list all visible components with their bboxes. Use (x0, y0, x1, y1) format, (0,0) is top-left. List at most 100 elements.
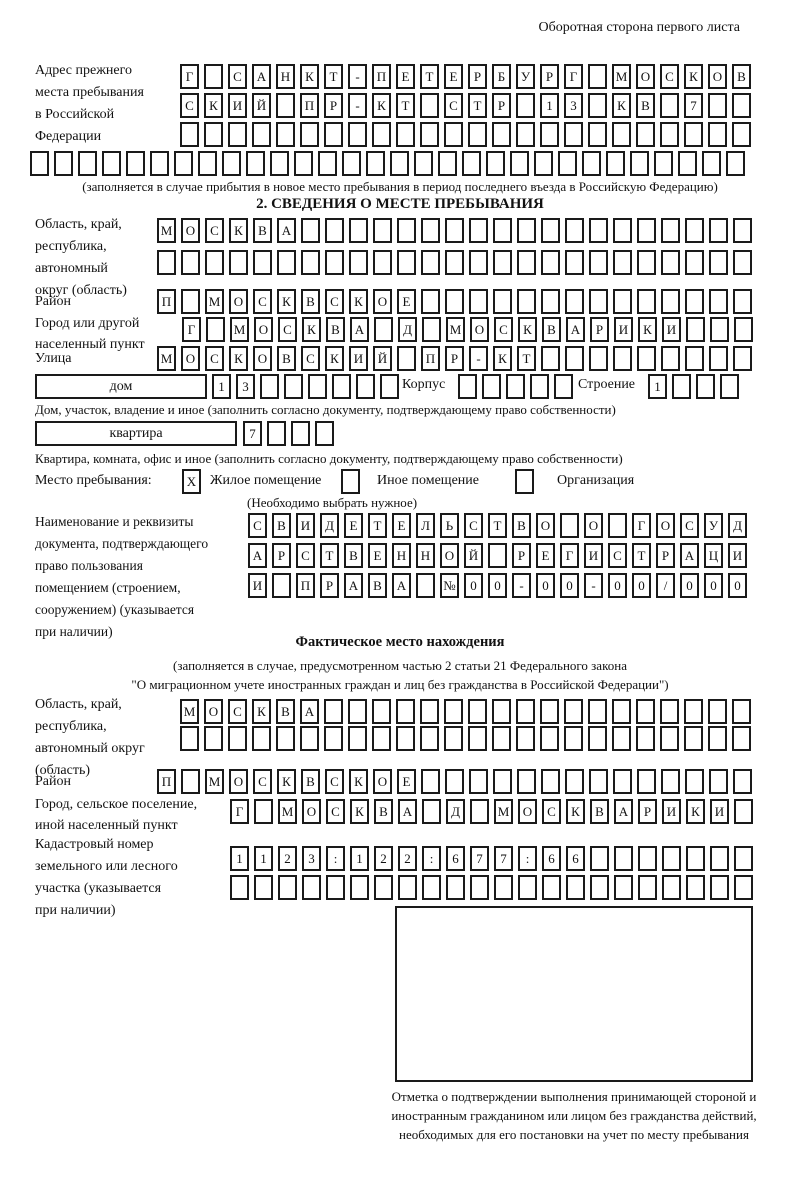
char-box[interactable]: О (636, 64, 655, 89)
char-box[interactable]: Р (638, 799, 657, 824)
char-box[interactable] (686, 875, 705, 900)
char-box[interactable]: С (325, 769, 344, 794)
char-box[interactable] (284, 374, 303, 399)
char-box[interactable]: О (470, 317, 489, 342)
char-box[interactable]: М (180, 699, 199, 724)
char-box[interactable]: С (325, 289, 344, 314)
char-box[interactable] (294, 151, 313, 176)
char-box[interactable] (733, 346, 752, 371)
char-box[interactable]: П (296, 573, 315, 598)
char-box[interactable] (588, 699, 607, 724)
char-box[interactable] (276, 93, 295, 118)
char-box[interactable] (734, 875, 753, 900)
char-box[interactable] (206, 317, 225, 342)
checkbox-organization[interactable] (515, 469, 534, 494)
char-box[interactable] (54, 151, 73, 176)
char-box[interactable] (541, 346, 560, 371)
char-box[interactable] (554, 374, 573, 399)
char-box[interactable]: С (248, 513, 267, 538)
char-box[interactable] (397, 346, 416, 371)
char-box[interactable] (246, 151, 265, 176)
char-box[interactable]: Н (416, 543, 435, 568)
char-box[interactable] (277, 250, 296, 275)
char-box[interactable] (444, 726, 463, 751)
char-box[interactable] (685, 250, 704, 275)
char-box[interactable]: Д (728, 513, 747, 538)
char-box[interactable] (252, 726, 271, 751)
char-box[interactable]: О (181, 218, 200, 243)
char-box[interactable] (560, 513, 579, 538)
char-box[interactable]: И (349, 346, 368, 371)
char-box[interactable]: Г (560, 543, 579, 568)
char-box[interactable]: 7 (494, 846, 513, 871)
char-box[interactable] (661, 769, 680, 794)
char-box[interactable] (517, 250, 536, 275)
char-box[interactable]: О (518, 799, 537, 824)
char-box[interactable]: О (229, 289, 248, 314)
char-box[interactable] (348, 726, 367, 751)
char-box[interactable] (390, 151, 409, 176)
char-box[interactable] (308, 374, 327, 399)
char-box[interactable]: С (180, 93, 199, 118)
char-box[interactable]: С (253, 769, 272, 794)
char-box[interactable]: О (302, 799, 321, 824)
char-box[interactable]: М (446, 317, 465, 342)
char-box[interactable] (254, 875, 273, 900)
char-box[interactable]: Т (368, 513, 387, 538)
char-box[interactable]: П (157, 769, 176, 794)
char-box[interactable] (228, 122, 247, 147)
char-box[interactable]: О (204, 699, 223, 724)
char-box[interactable] (270, 151, 289, 176)
char-box[interactable] (373, 250, 392, 275)
char-box[interactable] (709, 250, 728, 275)
char-box[interactable]: 7 (243, 421, 262, 446)
char-box[interactable]: У (516, 64, 535, 89)
char-box[interactable]: 0 (464, 573, 483, 598)
char-box[interactable]: М (157, 218, 176, 243)
char-box[interactable] (482, 374, 501, 399)
char-box[interactable] (589, 769, 608, 794)
char-box[interactable] (613, 769, 632, 794)
char-box[interactable]: 0 (560, 573, 579, 598)
char-box[interactable] (422, 317, 441, 342)
char-box[interactable] (661, 250, 680, 275)
char-box[interactable]: Ц (704, 543, 723, 568)
char-box[interactable] (301, 250, 320, 275)
char-box[interactable] (518, 875, 537, 900)
char-box[interactable] (564, 726, 583, 751)
char-box[interactable] (732, 93, 751, 118)
char-box[interactable]: Т (320, 543, 339, 568)
char-box[interactable] (315, 421, 334, 446)
char-box[interactable]: В (636, 93, 655, 118)
char-box[interactable] (422, 799, 441, 824)
char-box[interactable]: Е (397, 769, 416, 794)
char-box[interactable] (720, 374, 739, 399)
char-box[interactable] (150, 151, 169, 176)
char-box[interactable]: К (229, 346, 248, 371)
char-box[interactable]: Р (512, 543, 531, 568)
char-box[interactable] (636, 726, 655, 751)
char-box[interactable]: 0 (536, 573, 555, 598)
char-box[interactable]: 0 (488, 573, 507, 598)
char-box[interactable]: М (157, 346, 176, 371)
char-box[interactable] (686, 846, 705, 871)
char-box[interactable] (566, 875, 585, 900)
char-box[interactable] (541, 769, 560, 794)
char-box[interactable]: О (536, 513, 555, 538)
char-box[interactable]: О (584, 513, 603, 538)
char-box[interactable] (565, 289, 584, 314)
char-box[interactable] (660, 122, 679, 147)
char-box[interactable]: К (277, 289, 296, 314)
char-box[interactable]: К (349, 769, 368, 794)
char-box[interactable]: К (350, 799, 369, 824)
char-box[interactable]: Е (397, 289, 416, 314)
char-box[interactable] (267, 421, 286, 446)
char-box[interactable]: Т (420, 64, 439, 89)
char-box[interactable]: 6 (542, 846, 561, 871)
char-box[interactable] (469, 769, 488, 794)
char-box[interactable] (517, 769, 536, 794)
char-box[interactable] (606, 151, 625, 176)
char-box[interactable] (350, 875, 369, 900)
char-box[interactable]: В (590, 799, 609, 824)
char-box[interactable]: И (228, 93, 247, 118)
